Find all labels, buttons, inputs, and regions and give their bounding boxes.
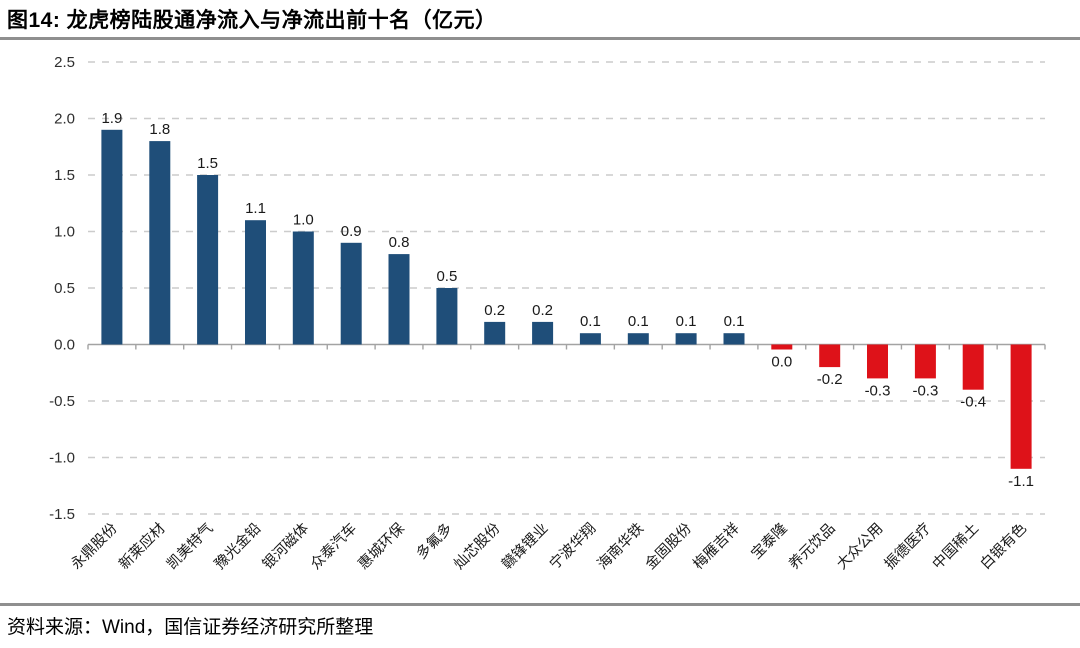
bar-value-label: 0.1 [628,313,649,330]
x-axis-label: 中国稀土 [929,520,982,573]
x-axis-label: 豫光金铅 [211,520,264,573]
bar [149,141,171,345]
x-axis-label: 海南华铁 [594,520,647,573]
bar-value-label: 0.1 [724,313,745,330]
bar-value-label: 1.1 [245,200,266,217]
figure-title: 图14: 龙虎榜陆股通净流入与净流出前十名（亿元） [7,9,497,32]
bar [532,321,554,345]
x-axis-label: 白银有色 [977,520,1030,573]
bar [245,220,266,345]
bar-value-label: 1.9 [101,110,122,127]
source-divider [0,603,1080,606]
bar-value-label: -0.4 [960,394,986,411]
bar-value-label: 0.1 [676,313,697,330]
bar [579,333,601,345]
bar [340,242,362,345]
title-divider [0,37,1080,40]
y-axis-tick-label: 0.5 [54,280,75,297]
x-axis-label: 宝泰隆 [748,519,791,562]
bar [867,344,888,379]
bar [1010,344,1032,469]
bar [197,175,219,345]
x-axis-label: 赣锋锂业 [498,520,551,573]
x-axis-label: 新莱应材 [115,519,169,573]
y-axis-tick-label: -0.5 [49,393,75,410]
bar-value-label: 1.0 [293,212,314,229]
y-axis-tick-label: 2.5 [54,54,75,71]
bar [771,344,793,350]
bar-value-label: -0.3 [865,382,891,399]
bar [962,344,984,390]
bar [627,333,649,345]
bar [388,254,410,345]
bar-value-label: 1.8 [149,121,170,138]
x-axis-label: 众泰汽车 [307,520,360,573]
bar [484,321,506,345]
bar-chart: 2.5 2.0 1.5 1.0 0.5 0.0 -0.5 -1.0 -1.5 1.9 永鼎股份 1.8… [0,45,1080,601]
bar-chart-canvas: 2.5 2.0 1.5 1.0 0.5 0.0 -0.5 -1.0 -1.5 1.9 永鼎股份 1.8… [49,54,1046,573]
x-axis-label: 养元饮品 [785,520,838,573]
bar-value-label: 0.5 [436,268,457,285]
bar [914,344,936,379]
bar-value-label: 0.8 [389,234,410,251]
bar [723,333,745,345]
x-axis-label: 灿芯股份 [450,519,503,572]
x-axis-label: 凯美特气 [163,520,216,573]
y-axis-tick-label: 2.0 [54,111,75,128]
x-axis-label: 大众公用 [833,520,886,573]
x-axis-label: 振德医疗 [881,520,934,573]
x-axis-label: 惠城环保 [355,519,408,572]
x-axis-label: 梅雁吉祥 [690,520,743,573]
y-axis-tick-label: -1.5 [49,506,75,523]
y-axis-tick-label: 1.5 [54,167,75,184]
bar-value-label: 0.2 [484,302,505,319]
bar [101,129,123,345]
bar-value-label: 0.2 [532,302,553,319]
x-axis-label: 宁波华翔 [546,520,599,573]
bar [675,333,697,345]
bar [436,288,458,345]
bar-value-label: 1.5 [197,155,218,172]
source-note: 资料来源：Wind，国信证券经济研究所整理 [7,617,374,638]
y-axis-tick-label: 1.0 [54,224,75,241]
bar-value-label: -1.1 [1008,473,1034,490]
bar [292,231,314,345]
y-axis-tick-label: -1.0 [49,450,75,467]
y-axis-tick-label: 0.0 [54,337,75,354]
bar-value-label: 0.0 [771,354,792,371]
x-axis-label: 银河磁体 [259,519,312,572]
bar [819,344,841,368]
bar-value-label: 0.1 [580,313,601,330]
x-axis-label: 多氟多 [413,520,456,563]
bar-value-label: -0.2 [817,371,843,388]
x-axis-label: 永鼎股份 [68,519,121,572]
x-axis-label: 金固股份 [642,519,695,572]
bar-value-label: -0.3 [912,382,938,399]
bar-value-label: 0.9 [341,223,362,240]
